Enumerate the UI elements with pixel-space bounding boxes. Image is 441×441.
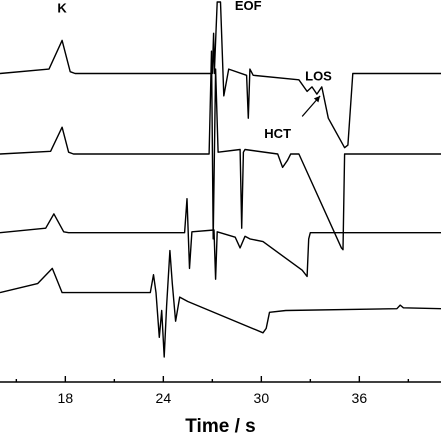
hct-arrow-head [313, 95, 321, 103]
trace-group [0, 1, 441, 358]
peak-label-hct: HCT [264, 126, 291, 141]
x-tick-label: 36 [352, 390, 368, 406]
electropherogram-trace-3 [0, 197, 441, 280]
peak-label-eof: EOF [235, 0, 262, 13]
electropherogram-trace-4 [0, 249, 441, 358]
x-tick-label: 30 [254, 390, 270, 406]
peak-label-k: K [57, 1, 67, 16]
electropherogram-trace-1 [0, 1, 441, 149]
x-tick-label: 18 [58, 390, 74, 406]
x-axis-label: Time / s [185, 416, 255, 437]
peak-label-los: LOS [305, 69, 332, 84]
x-axis: 18 24 30 36 [0, 376, 441, 406]
annotation-group: K EOF LOS HCT [57, 0, 332, 141]
x-tick-label: 24 [156, 390, 172, 406]
electropherogram-trace-2 [0, 50, 441, 251]
